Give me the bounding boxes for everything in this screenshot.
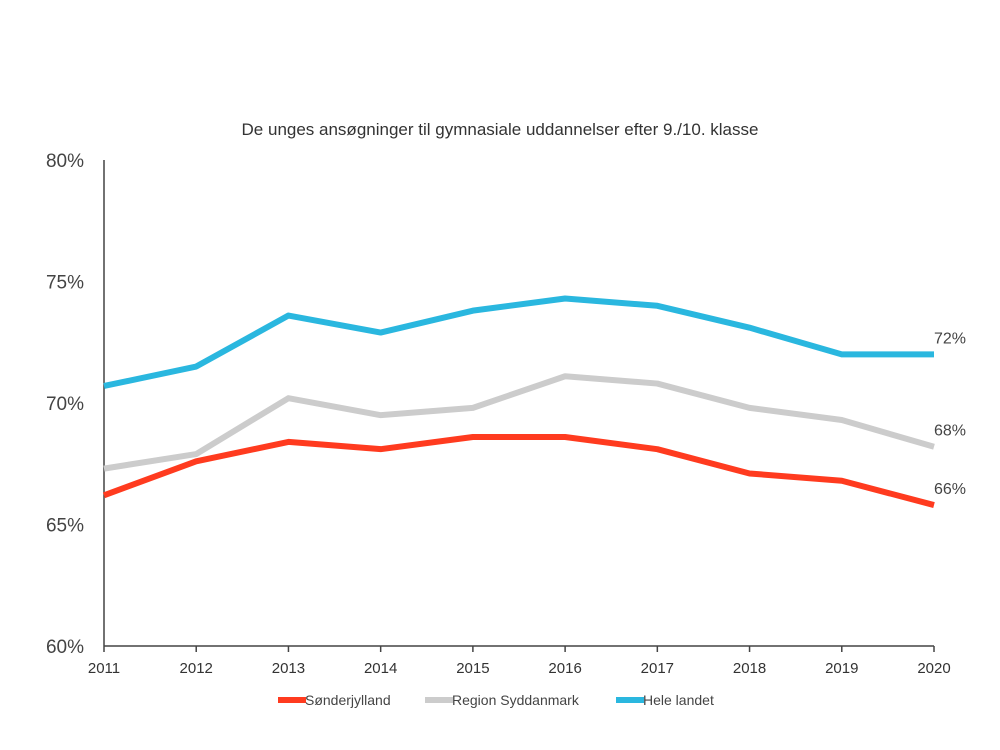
x-tick-label: 2011 [88, 660, 120, 677]
y-tick-label: 75% [46, 273, 84, 294]
y-tick-label: 65% [46, 516, 84, 537]
series-line-1 [102, 434, 935, 508]
end-value-label: 66% [934, 481, 966, 498]
series-line-3 [103, 295, 934, 389]
y-tick-label: 70% [46, 394, 84, 415]
x-tick-label: 2015 [456, 660, 489, 677]
legend-label: Hele landet [643, 692, 714, 708]
x-tick-label: 2018 [733, 660, 766, 677]
legend-label: Region Syddanmark [452, 692, 580, 708]
x-tick-label: 2020 [917, 660, 950, 677]
chart-title: De unges ansøgninger til gymnasiale udda… [242, 120, 759, 139]
x-tick-label: 2016 [548, 660, 581, 677]
legend-label: Sønderjylland [305, 692, 391, 708]
x-tick-label: 2019 [825, 660, 858, 677]
x-tick-label: 2012 [180, 660, 213, 677]
x-axis: 2011 2012 2013 2014 2015 2016 2017 2018 2019 2020 [88, 645, 951, 677]
y-tick-label: 60% [46, 637, 84, 658]
x-tick-label: 2017 [641, 660, 674, 677]
end-labels: 66% 68% 72% [934, 330, 966, 498]
series-layer [102, 295, 935, 508]
end-value-label: 68% [934, 423, 966, 440]
legend: Sønderjylland Region Syddanmark Hele lande… [278, 692, 714, 708]
y-axis: 60% 65% 70% 75% 80% [46, 151, 105, 658]
series-line-2 [103, 373, 935, 472]
y-tick-label: 80% [46, 151, 84, 172]
x-tick-label: 2013 [272, 660, 305, 677]
end-value-label: 72% [934, 330, 966, 347]
x-tick-label: 2014 [364, 660, 397, 677]
